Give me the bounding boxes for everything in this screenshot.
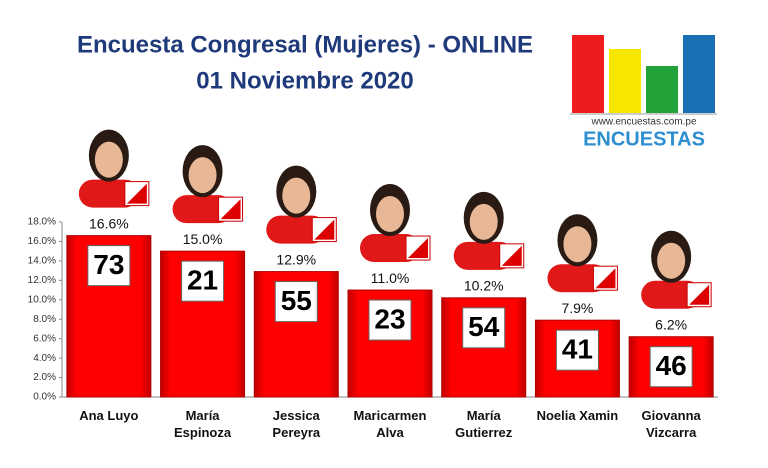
photo-flag-mark bbox=[689, 284, 710, 305]
x-tick-label: Ana Luyo bbox=[79, 408, 139, 423]
logo bbox=[570, 35, 717, 115]
value-label: 10.2% bbox=[464, 278, 504, 294]
y-tick-label: 0.0% bbox=[33, 392, 56, 403]
ballot-number: 55 bbox=[281, 285, 312, 316]
ballot-box bbox=[368, 299, 412, 341]
photo-shoulders bbox=[172, 195, 233, 224]
photo-shoulders bbox=[78, 179, 139, 208]
value-label: 7.9% bbox=[561, 300, 593, 316]
x-tick-label: María Espinoza bbox=[174, 408, 232, 440]
photo-face bbox=[563, 226, 592, 263]
y-tick-label: 16.0% bbox=[28, 236, 56, 247]
ballot-box bbox=[649, 346, 693, 388]
value-label: 15.0% bbox=[183, 231, 223, 247]
photo-flag-mark bbox=[126, 183, 147, 204]
photo-flag-mark bbox=[408, 238, 428, 259]
photo-flag-mark bbox=[220, 199, 241, 220]
y-tick-label: 6.0% bbox=[33, 333, 56, 344]
x-tick-label: Noelia Xamin bbox=[536, 408, 619, 423]
ballot-number: 46 bbox=[656, 350, 687, 381]
value-label: 12.9% bbox=[276, 251, 316, 267]
photo-shoulders bbox=[453, 241, 514, 270]
value-label: 11.0% bbox=[371, 270, 410, 286]
x-tick-label: Jessica Pereyra bbox=[272, 408, 321, 440]
photo-shoulders bbox=[266, 215, 327, 244]
logo-bar bbox=[609, 49, 641, 113]
photo-flag-mark bbox=[314, 219, 335, 240]
ballot-number: 41 bbox=[562, 334, 593, 365]
chart-title: Encuesta Congresal (Mujeres) - ONLINE bbox=[77, 31, 533, 58]
ballot-box bbox=[555, 329, 599, 371]
ballot-number: 73 bbox=[93, 249, 124, 280]
logo-name: ENCUESTAS bbox=[583, 128, 705, 150]
photo-face bbox=[657, 242, 686, 279]
photo-shoulders bbox=[547, 264, 608, 293]
ballot-box bbox=[274, 281, 318, 323]
y-tick-label: 4.0% bbox=[33, 353, 56, 364]
x-tick-label: Giovanna Vizcarra bbox=[641, 408, 701, 440]
y-tick-label: 10.0% bbox=[28, 294, 56, 305]
photo-face bbox=[282, 177, 311, 214]
photo-face bbox=[376, 196, 404, 233]
ballot-box bbox=[181, 260, 225, 302]
y-tick-label: 14.0% bbox=[28, 256, 56, 267]
y-tick-label: 12.0% bbox=[28, 275, 56, 286]
x-tick-label: María Gutierrez bbox=[455, 408, 513, 440]
photo-flag-mark bbox=[595, 268, 616, 289]
photo-face bbox=[188, 157, 217, 194]
value-label: 16.6% bbox=[89, 215, 129, 231]
photo-shoulders bbox=[641, 280, 702, 309]
y-tick-label: 8.0% bbox=[33, 314, 56, 325]
logo-bar bbox=[572, 35, 604, 113]
ballot-box bbox=[462, 307, 506, 349]
logo-url: www.encuestas.com.pe bbox=[590, 117, 696, 128]
ballot-number: 23 bbox=[374, 303, 405, 334]
ballot-number: 54 bbox=[468, 311, 500, 342]
ballot-box bbox=[87, 245, 131, 287]
value-label: 6.2% bbox=[655, 316, 687, 332]
x-tick-label: Maricarmen Alva bbox=[353, 408, 427, 440]
y-tick-label: 2.0% bbox=[33, 372, 56, 383]
logo-bar bbox=[683, 35, 715, 113]
photo-face bbox=[469, 203, 498, 240]
photo-shoulders bbox=[360, 234, 420, 263]
y-tick-label: 18.0% bbox=[28, 217, 56, 228]
photo-face bbox=[94, 141, 123, 178]
photo-flag-mark bbox=[501, 245, 522, 266]
chart-subtitle: 01 Noviembre 2020 bbox=[196, 67, 413, 94]
ballot-number: 21 bbox=[187, 265, 218, 296]
logo-bar bbox=[646, 66, 678, 113]
